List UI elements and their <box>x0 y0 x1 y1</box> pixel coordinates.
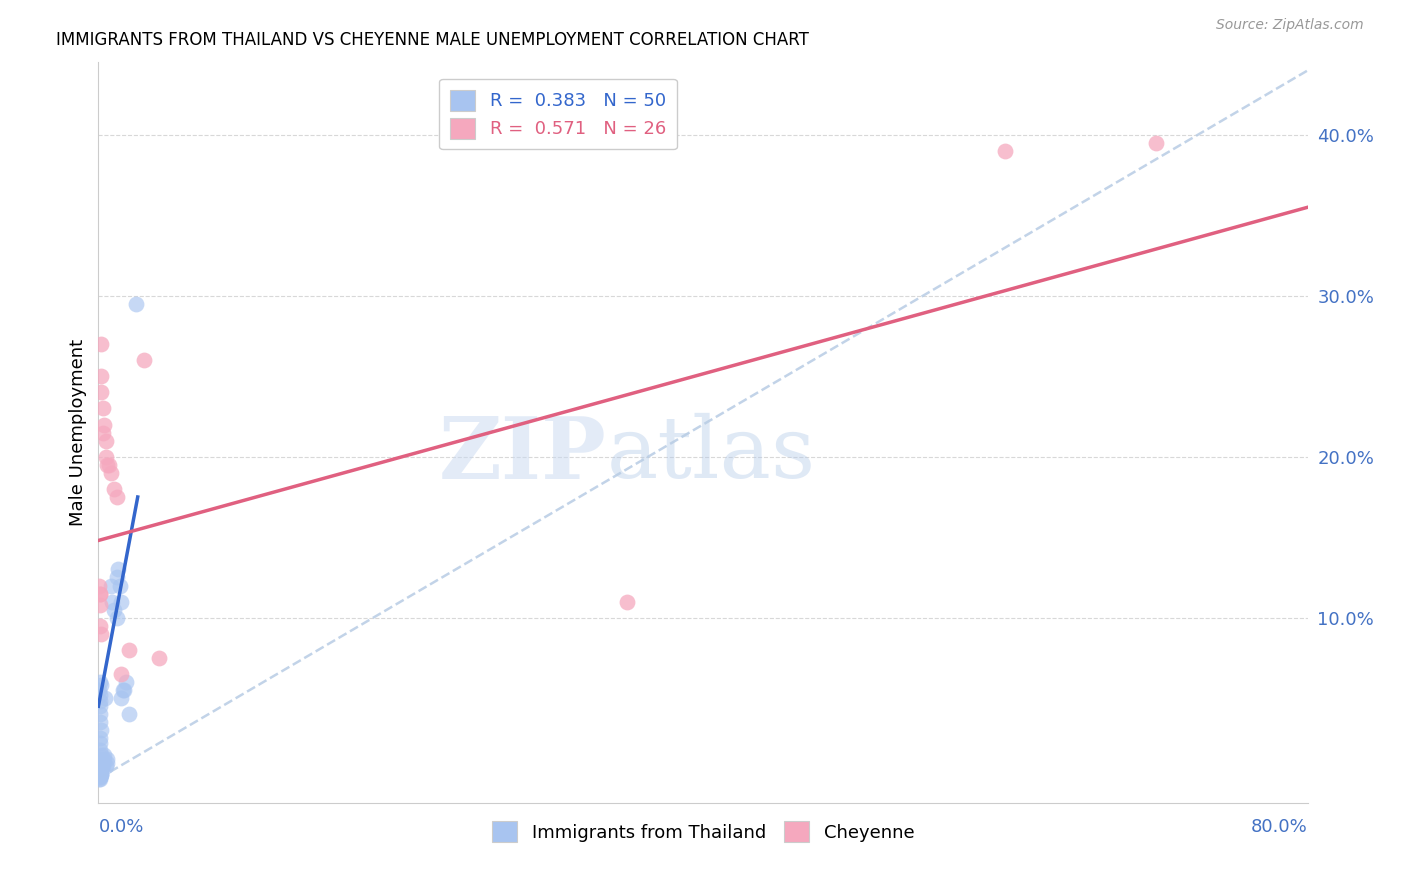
Point <box>89 598 111 612</box>
Point <box>90 678 112 692</box>
Point <box>90 369 112 384</box>
Point <box>105 490 128 504</box>
Point <box>91 756 114 770</box>
Point <box>110 691 132 706</box>
Point <box>90 767 112 781</box>
Point <box>96 458 118 472</box>
Point <box>89 756 111 770</box>
Point <box>89 770 111 784</box>
Point <box>616 594 638 608</box>
Point <box>93 747 115 762</box>
Point <box>94 434 117 448</box>
Point <box>89 586 111 600</box>
Point <box>89 688 111 702</box>
Point <box>90 627 112 641</box>
Point <box>118 643 141 657</box>
Point <box>110 594 132 608</box>
Text: ZIP: ZIP <box>439 413 606 497</box>
Point <box>103 482 125 496</box>
Y-axis label: Male Unemployment: Male Unemployment <box>69 339 87 526</box>
Point <box>89 765 111 780</box>
Point <box>89 619 111 633</box>
Point <box>125 297 148 311</box>
Point <box>90 764 112 778</box>
Text: 80.0%: 80.0% <box>1251 819 1308 837</box>
Point <box>91 758 114 772</box>
Point <box>90 385 112 400</box>
Point <box>89 768 111 782</box>
Legend: Immigrants from Thailand, Cheyenne: Immigrants from Thailand, Cheyenne <box>485 814 921 849</box>
Point <box>93 752 115 766</box>
Point <box>89 707 111 722</box>
Point <box>107 562 129 576</box>
Point <box>100 466 122 480</box>
Point <box>89 758 111 772</box>
Point <box>89 715 111 730</box>
Point <box>132 353 155 368</box>
Point <box>994 144 1017 158</box>
Point <box>105 570 128 584</box>
Point <box>114 675 136 690</box>
Point <box>89 675 111 690</box>
Point <box>112 683 135 698</box>
Point <box>96 752 118 766</box>
Point <box>1144 136 1167 150</box>
Point <box>89 762 111 776</box>
Point <box>91 401 114 416</box>
Point <box>89 683 111 698</box>
Point <box>89 694 111 708</box>
Text: Source: ZipAtlas.com: Source: ZipAtlas.com <box>1216 18 1364 31</box>
Point <box>89 736 111 750</box>
Point <box>94 691 117 706</box>
Point <box>91 760 114 774</box>
Point <box>90 767 112 781</box>
Point <box>91 425 114 440</box>
Point <box>94 450 117 464</box>
Point <box>108 578 131 592</box>
Text: atlas: atlas <box>606 413 815 497</box>
Point <box>89 772 111 786</box>
Point <box>100 578 122 592</box>
Point <box>90 747 112 762</box>
Point <box>93 417 115 432</box>
Point <box>89 578 111 592</box>
Point <box>90 723 112 738</box>
Point <box>89 752 111 766</box>
Point <box>148 651 170 665</box>
Point <box>110 667 132 681</box>
Point <box>90 768 112 782</box>
Point <box>89 770 111 784</box>
Point <box>98 458 121 472</box>
Point <box>118 707 141 722</box>
Text: IMMIGRANTS FROM THAILAND VS CHEYENNE MALE UNEMPLOYMENT CORRELATION CHART: IMMIGRANTS FROM THAILAND VS CHEYENNE MAL… <box>56 31 808 49</box>
Point <box>89 742 111 756</box>
Point <box>89 699 111 714</box>
Point <box>103 602 125 616</box>
Point <box>89 586 111 600</box>
Point <box>105 610 128 624</box>
Text: 0.0%: 0.0% <box>98 819 143 837</box>
Point <box>111 683 134 698</box>
Point <box>89 772 111 786</box>
Point <box>90 337 112 351</box>
Point <box>101 594 124 608</box>
Point <box>94 758 117 772</box>
Point <box>89 731 111 746</box>
Point <box>96 756 118 770</box>
